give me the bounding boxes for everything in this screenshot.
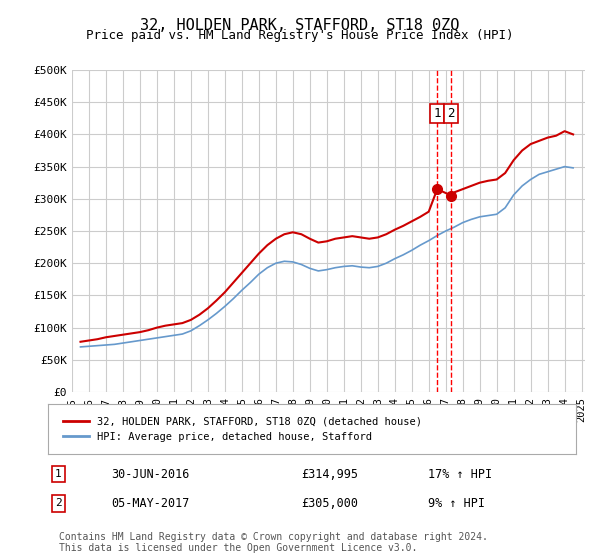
- Text: 2: 2: [55, 498, 62, 508]
- Text: 05-MAY-2017: 05-MAY-2017: [112, 497, 190, 510]
- Text: 32, HOLDEN PARK, STAFFORD, ST18 0ZQ: 32, HOLDEN PARK, STAFFORD, ST18 0ZQ: [140, 18, 460, 33]
- Text: 1: 1: [433, 107, 441, 120]
- Text: 2: 2: [448, 107, 455, 120]
- Text: £314,995: £314,995: [301, 468, 358, 480]
- Text: Price paid vs. HM Land Registry's House Price Index (HPI): Price paid vs. HM Land Registry's House …: [86, 29, 514, 42]
- Text: £305,000: £305,000: [301, 497, 358, 510]
- Text: 1: 1: [55, 469, 62, 479]
- Text: 30-JUN-2016: 30-JUN-2016: [112, 468, 190, 480]
- Legend: 32, HOLDEN PARK, STAFFORD, ST18 0ZQ (detached house), HPI: Average price, detach: 32, HOLDEN PARK, STAFFORD, ST18 0ZQ (det…: [58, 412, 426, 446]
- Text: 17% ↑ HPI: 17% ↑ HPI: [428, 468, 492, 480]
- Text: Contains HM Land Registry data © Crown copyright and database right 2024.
This d: Contains HM Land Registry data © Crown c…: [59, 532, 487, 553]
- Text: 9% ↑ HPI: 9% ↑ HPI: [428, 497, 485, 510]
